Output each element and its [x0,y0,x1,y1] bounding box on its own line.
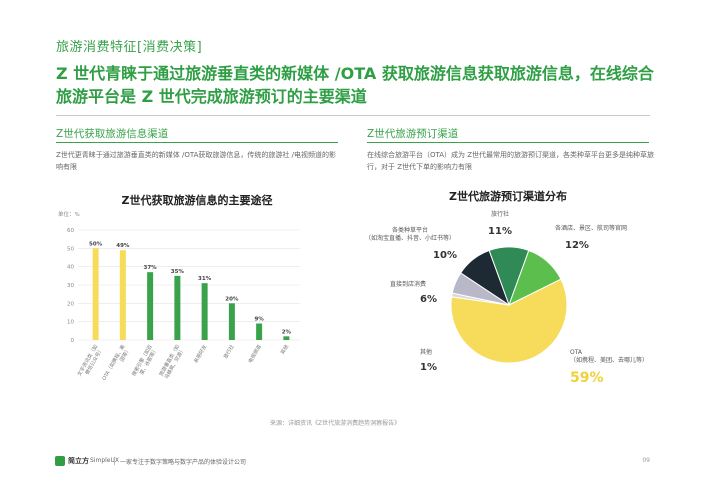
bar-value-label: 20% [225,296,239,302]
pie-value-label: 12% [565,240,589,251]
page-headline: Z 世代青睐于通过旅游垂直类的新媒体 /OTA 获取旅游信息获取旅游信息，在线综… [56,64,654,106]
bar [228,303,235,340]
bar-value-label: 37% [144,265,158,271]
bar-value-label: 9% [254,317,264,323]
pie-value-label: 6% [420,294,437,305]
brand-subname: SimpleUX [90,457,119,464]
x-tick-label: 电视频道 [247,344,263,365]
divider [56,115,650,116]
section-tag: 旅游消费特征[消费决策] [56,40,203,55]
bar [92,248,99,340]
pie-slice-label: 各类种草平台（如淘宝直播、抖音、小红书等） [365,226,455,242]
brand-name: 简立方 [68,457,89,465]
bar-value-label: 49% [116,243,130,249]
bar [201,283,208,340]
left-column-description: Z世代更青睐于通过旅游垂直类的新媒体 /OTA获取旅游信息，传统的旅游社 /电视… [56,151,336,171]
bar-value-label: 35% [171,269,185,275]
bar [256,323,263,340]
y-tick-label: 0 [71,338,75,344]
source-note: 来源：详细资讯《Z世代旅游消费趋势洞察报告》 [270,420,401,427]
left-column-title: Z世代获取旅游信息渠道 [56,128,169,140]
pie-slice-label: 旅行社 [491,210,509,218]
pie-slice-label: 其他 [420,348,432,356]
x-tick-label: OTA（如携程、美团等） [101,344,132,385]
footer-separator [114,457,115,465]
brand-logo-icon [55,456,65,466]
x-tick-label: 其他 [279,344,290,356]
pie-slice [459,249,510,307]
bar-value-label: 50% [89,241,103,247]
pie-value-label: 59% [570,370,604,386]
page-number: 09 [642,457,650,464]
y-tick-label: 50 [67,246,74,252]
bar [283,336,290,340]
y-tick-label: 20 [67,301,74,307]
bar [174,275,181,340]
right-column-description: 在线综合旅游平台（OTA）成为 Z世代最常用的旅游预订渠道，各类种草平台更多是纯… [367,151,655,171]
y-unit-label: 单位：% [58,210,80,218]
pie-value-label: 10% [433,250,457,261]
bar-value-label: 31% [198,276,212,282]
bar [119,250,126,340]
pie-slice [450,278,568,364]
right-column-underline [367,142,649,143]
pie-slice-label: 各酒店、景区、航司等官网 [555,224,627,232]
x-tick-label: 旅游垂直类（如马蜂窝、穷游） [158,344,187,381]
footer-slogan: 一家专注于数字策略与数字产品的体验设计公司 [120,459,247,466]
y-tick-label: 60 [67,228,74,234]
x-tick-label: 文字资讯类（如微信公众号） [76,344,105,381]
right-column-title: Z世代旅游预订渠道 [367,128,459,140]
y-tick-label: 40 [67,265,74,271]
y-tick-label: 10 [67,320,74,326]
bar [147,272,154,340]
x-tick-label: 搜索引擎（如百度、谷歌等） [130,344,159,381]
pie-chart-title: Z世代旅游预订渠道分布 [449,190,567,203]
pie-value-label: 11% [488,226,512,237]
bar-chart-title: Z世代获取旅游信息的主要途径 [121,194,273,207]
y-tick-label: 30 [67,283,74,289]
pie-slice-label: 直接到店消费 [390,280,426,288]
left-column-underline [56,142,338,143]
pie-slice-label: OTA （如携程、美团、去哪儿等） [570,349,648,364]
x-tick-label: 亲朋好友 [192,344,208,365]
x-tick-label: 旅行社 [222,344,236,361]
bar-value-label: 2% [282,329,292,335]
pie-value-label: 1% [420,362,437,373]
